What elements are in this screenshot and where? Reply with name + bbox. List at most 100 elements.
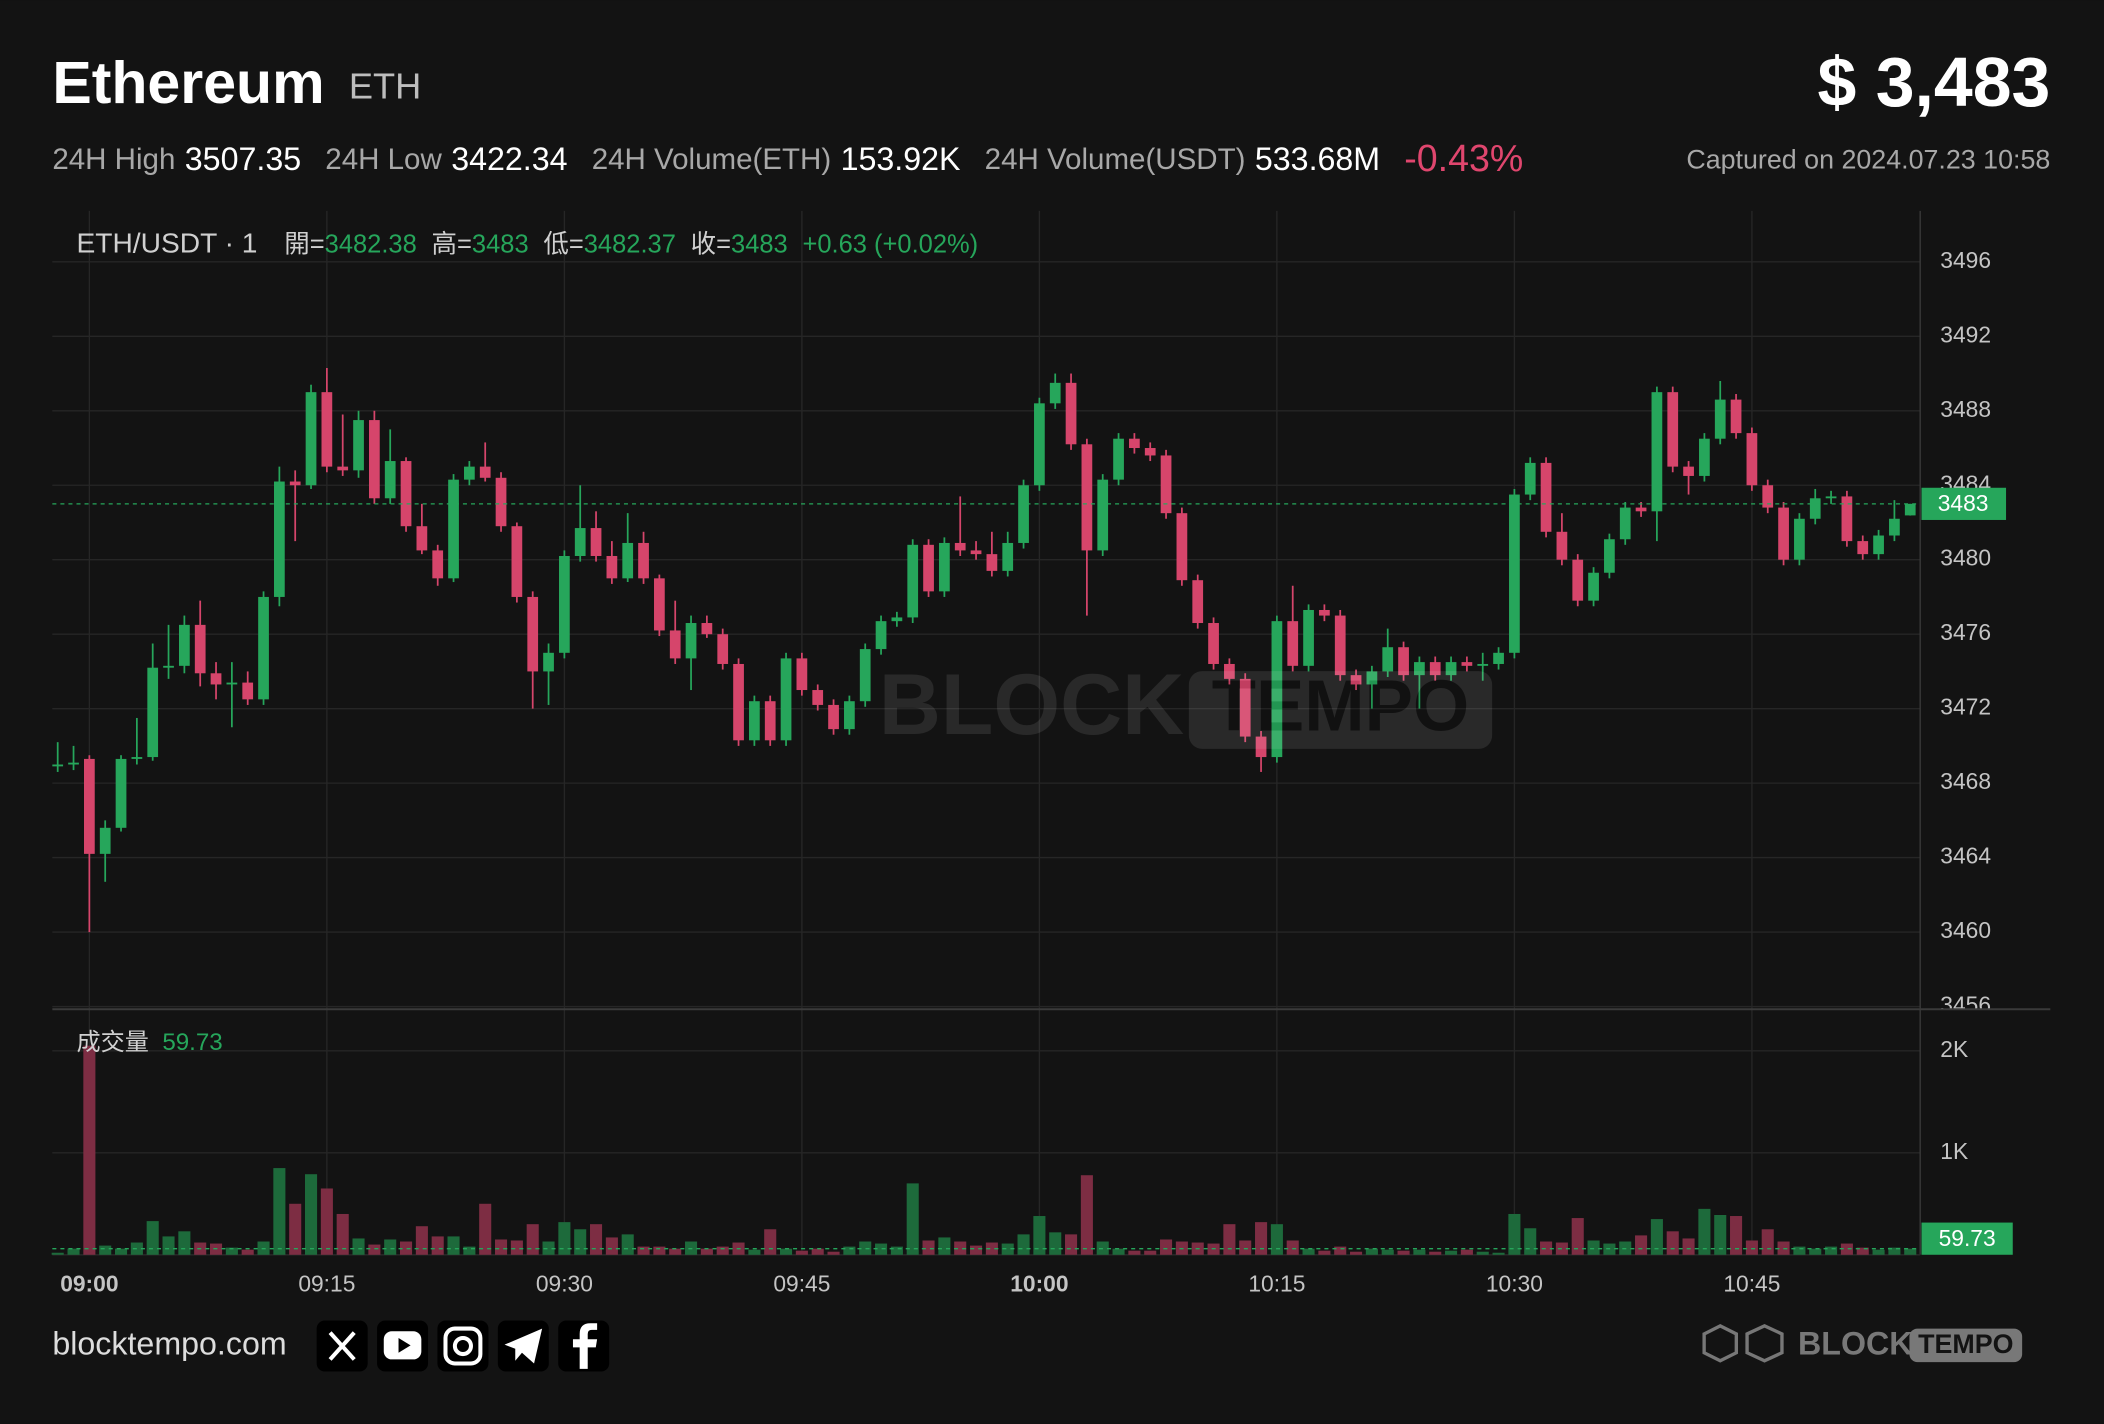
candle-body	[907, 544, 919, 618]
stat-value: 153.92K	[841, 141, 961, 177]
y-tick-label: 3468	[1940, 768, 1991, 794]
candle-body	[1509, 494, 1520, 653]
volume-bar	[1587, 1240, 1600, 1255]
candle-body	[1144, 448, 1156, 456]
candle-body	[1746, 433, 1758, 486]
candle-body	[1287, 621, 1299, 666]
candle-body	[52, 764, 64, 767]
instagram-glyph	[443, 1326, 483, 1366]
brand-text: BLOCK	[1798, 1326, 1912, 1362]
candle-body	[353, 420, 364, 471]
volume-bar	[1017, 1234, 1030, 1255]
volume-bar	[1065, 1234, 1078, 1255]
volume-bar	[1793, 1246, 1806, 1255]
volume-bar	[985, 1242, 998, 1255]
candle-body	[1651, 392, 1663, 512]
volume-bar	[1429, 1251, 1442, 1255]
volume-bar	[304, 1174, 318, 1255]
candle-body	[654, 578, 665, 631]
legend-value: 3482.38	[325, 230, 417, 258]
stat-value: 533.68M	[1255, 141, 1380, 177]
stat-value: 3422.34	[451, 141, 567, 177]
volume-bar	[621, 1234, 634, 1255]
volume-bar	[1160, 1239, 1173, 1255]
volume-bar	[669, 1248, 682, 1255]
legend-value: 3483	[472, 230, 529, 258]
candle-body	[99, 827, 111, 854]
volume-bar	[1255, 1222, 1268, 1255]
volume-bar	[1650, 1219, 1663, 1255]
volume-bar	[574, 1229, 587, 1255]
last-volume-label: 59.73	[1939, 1225, 1996, 1251]
volume-bar	[605, 1237, 618, 1255]
x-tick-label: 09:30	[536, 1271, 593, 1297]
candle-body	[337, 466, 349, 471]
stat-label: 24H Volume(USDT)	[985, 143, 1246, 176]
volume-bar	[146, 1221, 159, 1255]
volume-bar	[1350, 1251, 1363, 1255]
volume-bar	[1286, 1240, 1299, 1255]
candle-body	[1461, 662, 1473, 666]
candle-body	[543, 652, 554, 672]
volume-bar	[1571, 1218, 1584, 1255]
candle-body	[1382, 647, 1394, 672]
candle-body	[495, 477, 507, 527]
volume-tick-label: 2K	[1940, 1036, 1968, 1062]
volume-bar	[99, 1245, 112, 1255]
volume-bar	[970, 1245, 983, 1255]
volume-bar	[827, 1251, 840, 1255]
candle-body	[226, 682, 238, 685]
candle-body	[1065, 382, 1077, 445]
volume-bar	[463, 1246, 476, 1255]
candle-body	[812, 690, 824, 705]
x-tick-label: 09:45	[773, 1271, 830, 1297]
candle-body	[1319, 609, 1330, 616]
candle-body	[749, 701, 760, 741]
candle-body	[1588, 572, 1599, 601]
volume-bar	[1365, 1248, 1378, 1255]
candle-body	[210, 673, 222, 685]
candle-body	[970, 550, 982, 555]
candle-body	[1429, 662, 1441, 676]
instagram-icon[interactable]	[437, 1320, 489, 1372]
volume-bar	[1001, 1243, 1014, 1255]
volume-bar	[1761, 1229, 1774, 1255]
chart: 3456346034643468347234763480348434883492…	[51, 210, 2051, 1297]
candle-body	[1239, 678, 1251, 737]
candle-body	[1873, 535, 1884, 555]
y-tick-label: 3476	[1940, 619, 1991, 645]
volume-bar	[1460, 1249, 1473, 1255]
candle-body	[115, 758, 127, 828]
volume-bar	[748, 1249, 761, 1255]
candle-body	[1334, 615, 1346, 676]
volume-bar	[289, 1203, 302, 1255]
volume-legend: 成交量 59.73	[76, 1029, 222, 1056]
volume-bar	[558, 1222, 571, 1255]
volume-bar	[368, 1244, 381, 1255]
candle-body	[685, 623, 697, 659]
candle-body	[1841, 496, 1853, 542]
volume-bar	[1318, 1250, 1331, 1255]
volume-bar	[1270, 1224, 1283, 1255]
candle-body	[1224, 663, 1235, 679]
candle-body	[559, 555, 570, 653]
legend-value: 3482.37	[584, 230, 676, 258]
site-url: blocktempo.com	[52, 1326, 286, 1362]
volume-bar	[1381, 1249, 1394, 1255]
candle-body	[1192, 580, 1204, 624]
brand-logo: BLOCK TEMPO	[1702, 1324, 2023, 1363]
legend-value: 3483	[731, 230, 788, 258]
volume-bar	[1714, 1214, 1727, 1255]
candle-body	[384, 461, 396, 499]
watermark: BLOCK TEMPO	[879, 657, 1493, 753]
candle-body	[638, 542, 649, 579]
candle-body	[83, 758, 95, 854]
candle-body	[242, 682, 254, 700]
candle-body	[1018, 485, 1029, 543]
y-tick-label: 3492	[1940, 321, 1991, 347]
candle-body	[1002, 542, 1014, 571]
volume-bar	[954, 1241, 967, 1255]
candle-body	[479, 466, 491, 478]
